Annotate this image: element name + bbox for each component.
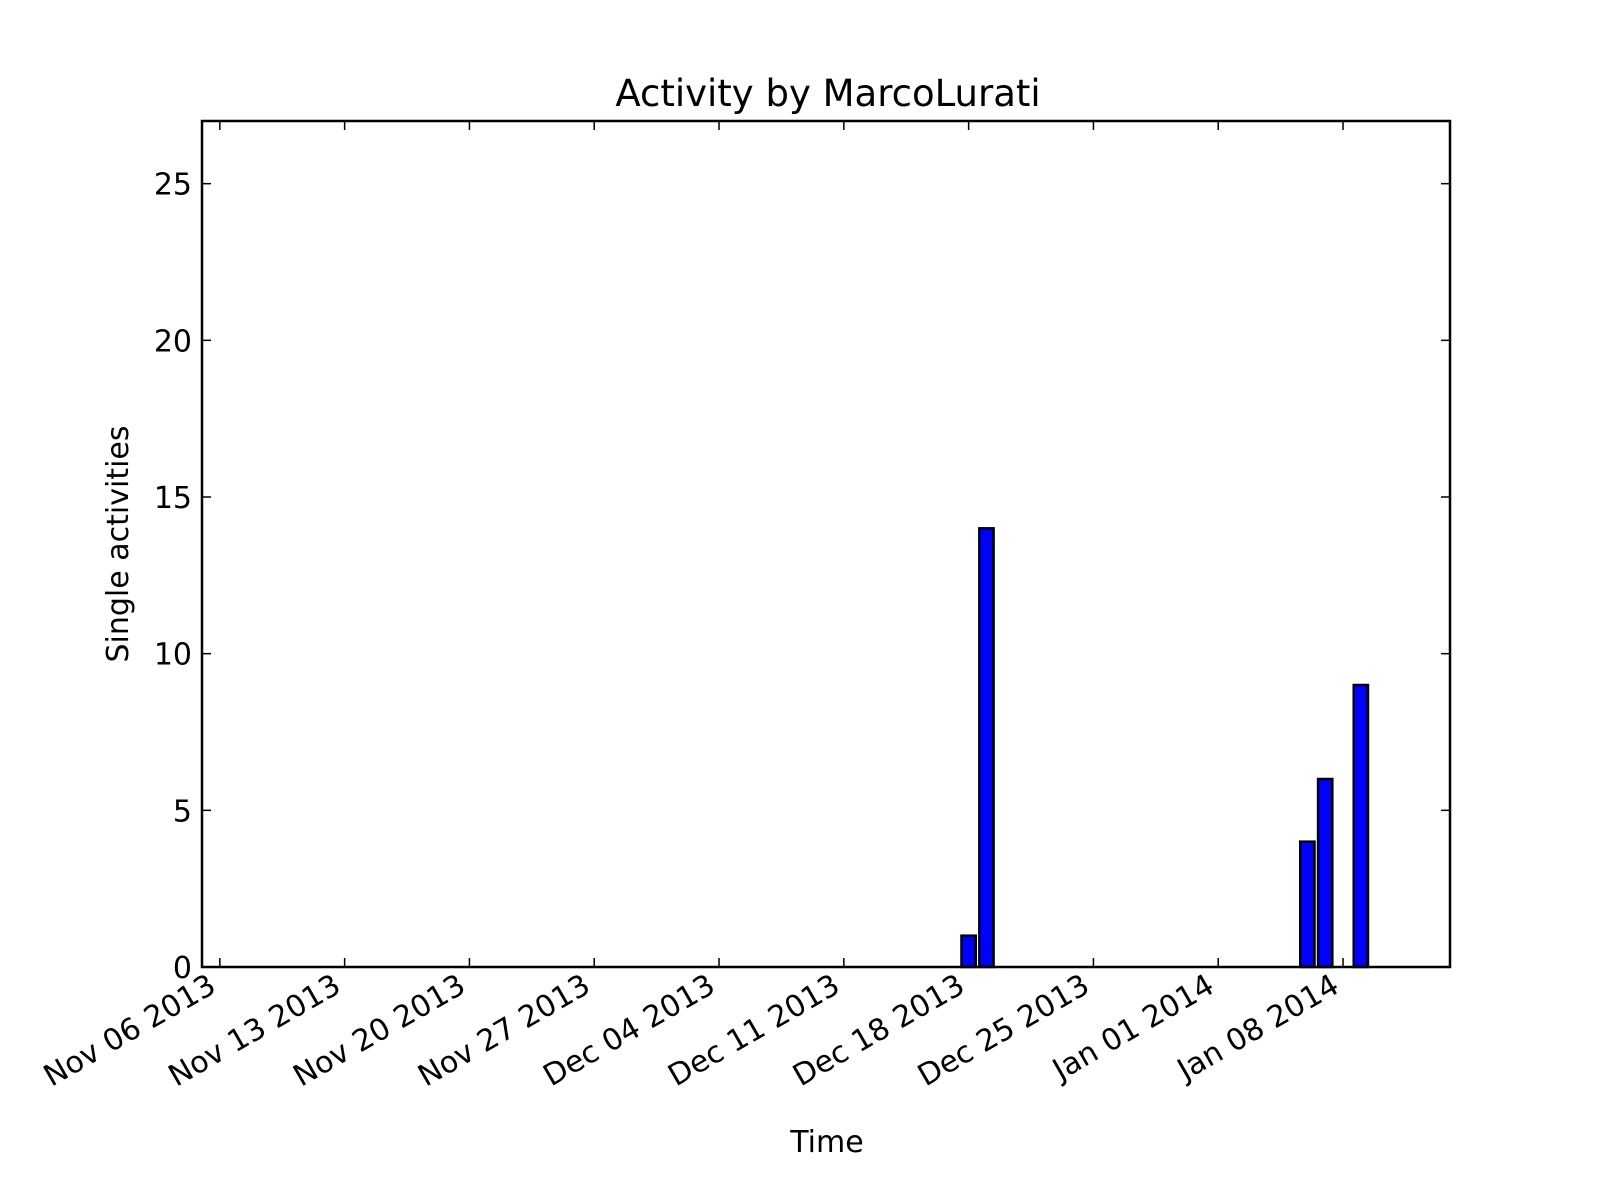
- bar: [1316, 777, 1334, 969]
- chart-title: Activity by MarcoLurati: [615, 72, 1040, 115]
- bar: [960, 934, 978, 969]
- bar: [1298, 840, 1316, 969]
- bar: [978, 527, 995, 969]
- y-tick-label: 20: [154, 324, 192, 359]
- y-tick-label: 5: [173, 794, 192, 829]
- x-axis-label: Time: [789, 1125, 863, 1160]
- y-tick-label: 15: [154, 481, 192, 516]
- y-tick-label: 10: [154, 638, 192, 673]
- y-tick-label: 25: [154, 168, 192, 203]
- bars: [960, 527, 1370, 969]
- y-axis-ticks: 0 5 10 15 20 25: [154, 168, 1450, 986]
- bar: [1352, 683, 1370, 969]
- y-tick-label: 0: [173, 951, 192, 986]
- y-axis-label: Single activities: [101, 425, 136, 662]
- plot-frame: [200, 119, 1452, 969]
